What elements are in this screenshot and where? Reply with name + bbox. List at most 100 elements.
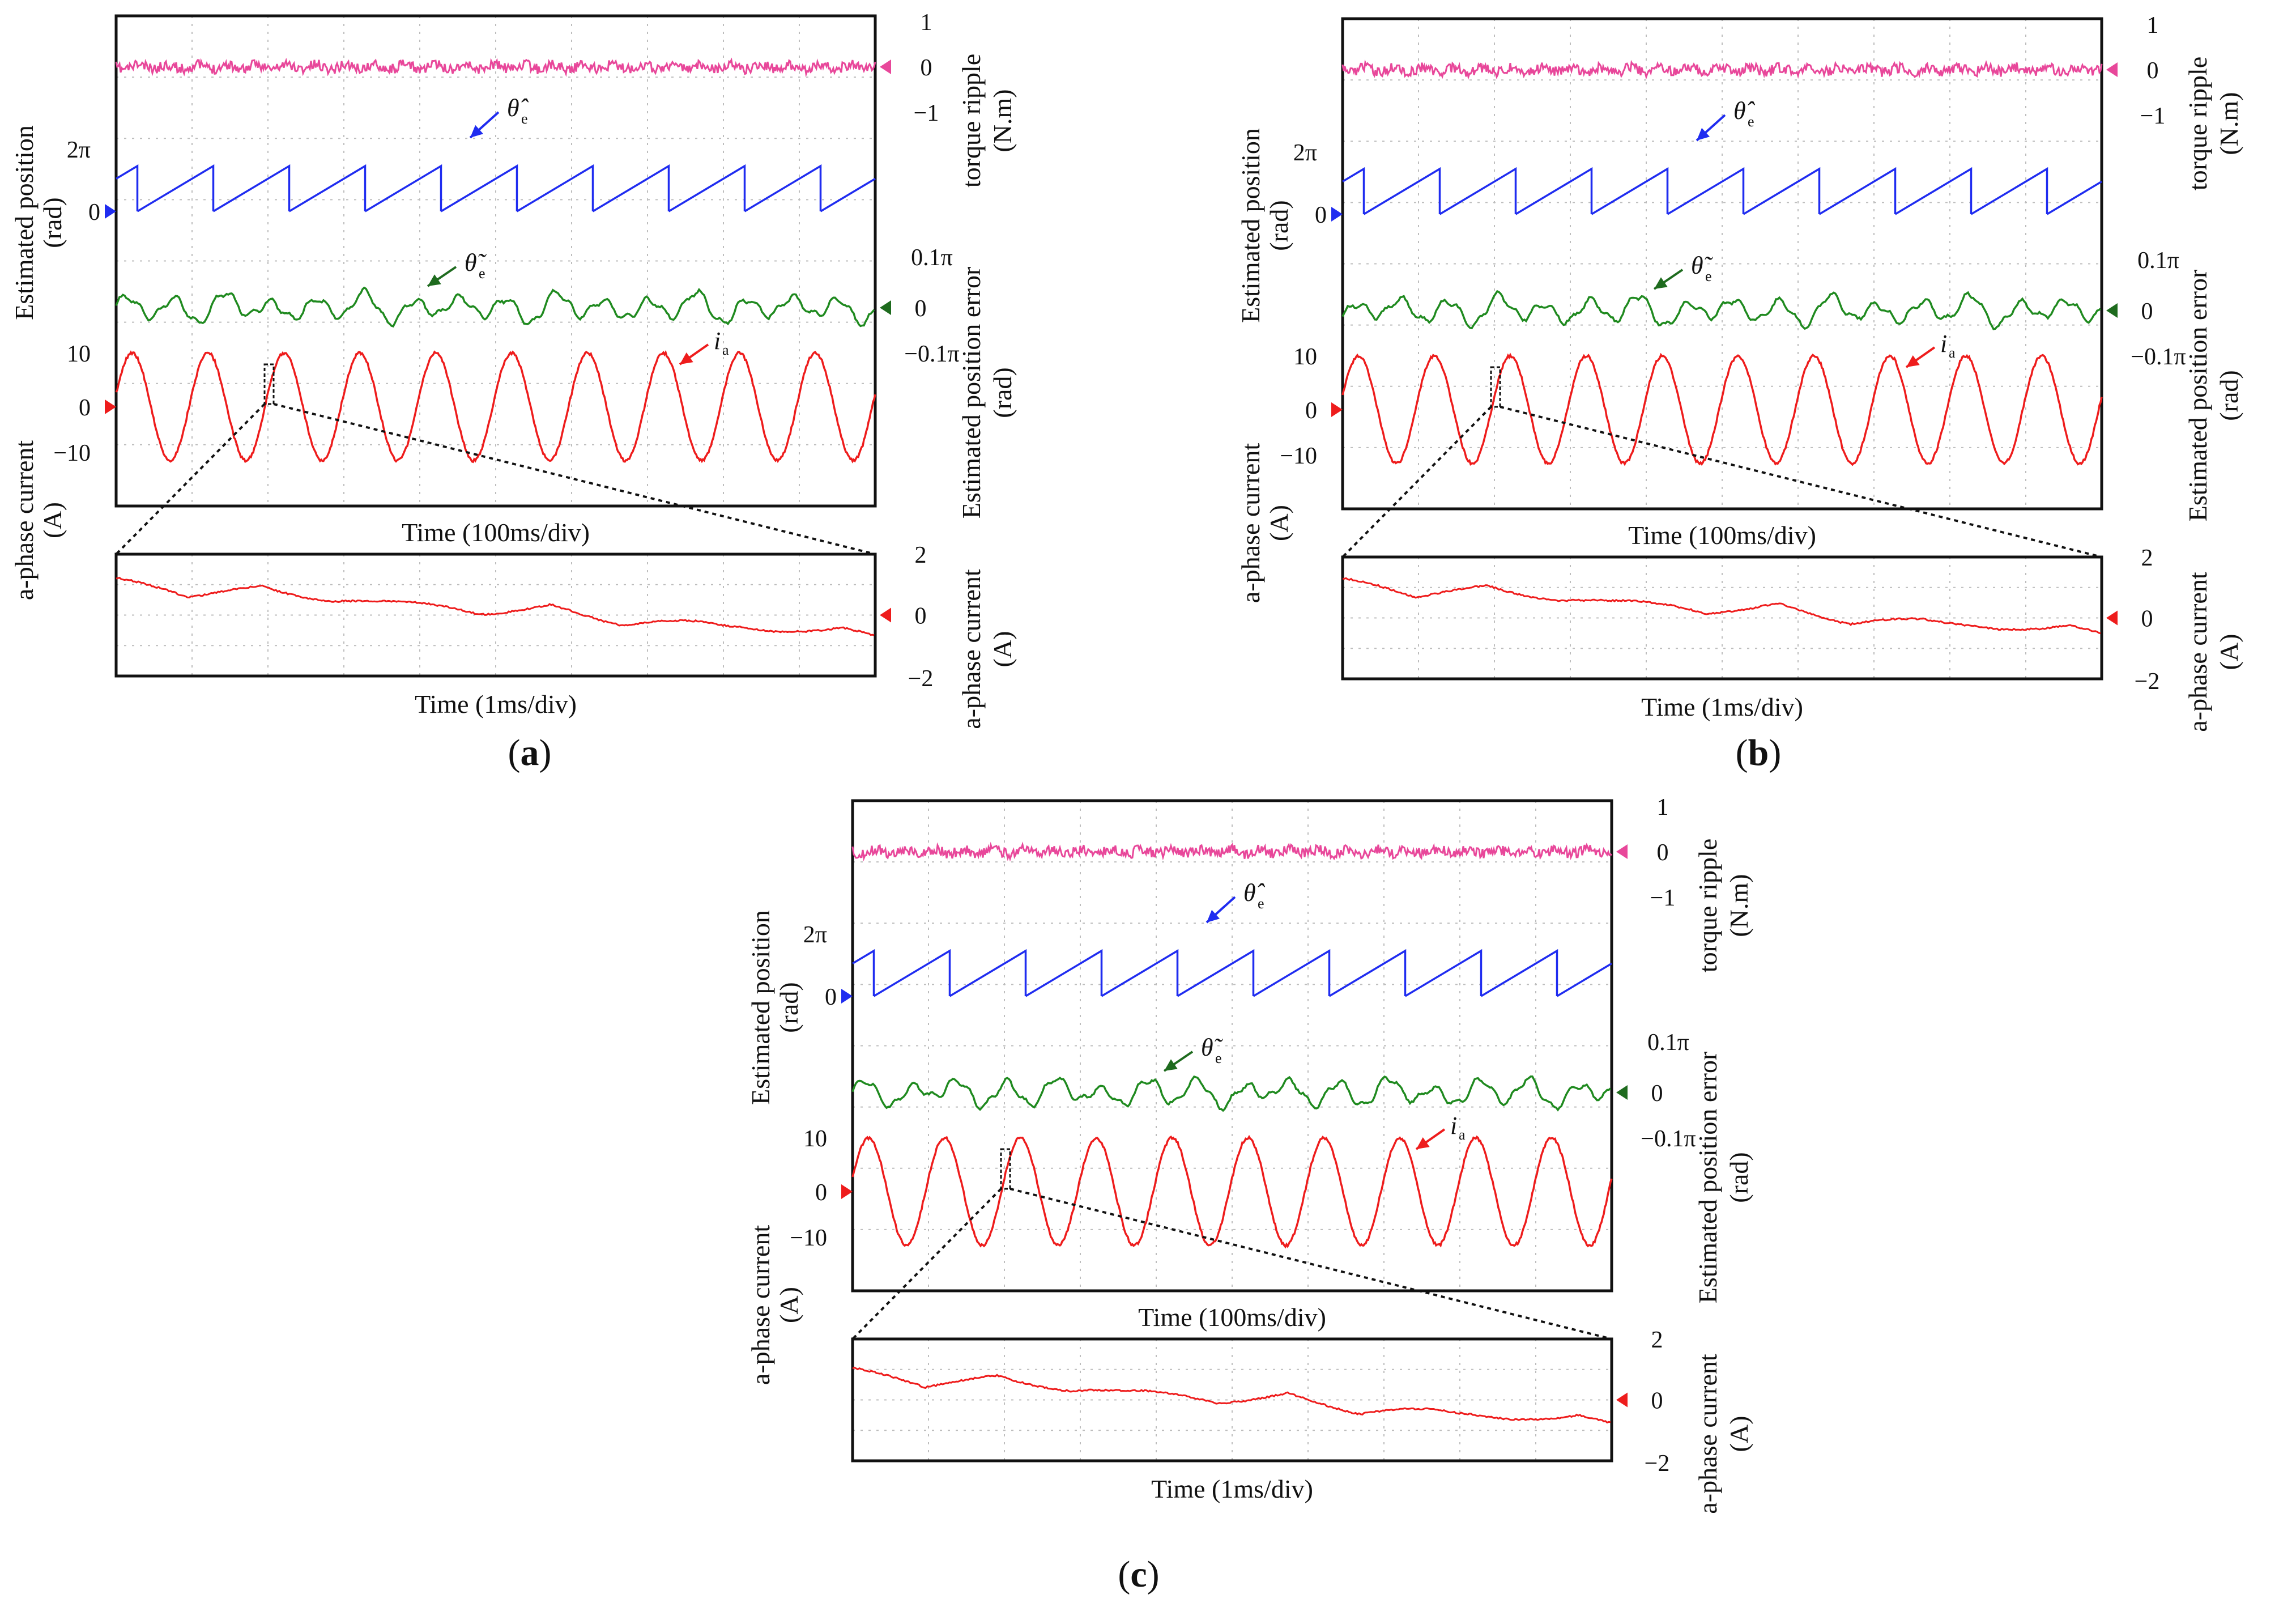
- torque-tick-0: 0: [2147, 58, 2159, 84]
- right-torque-title: torque ripple: [957, 54, 986, 188]
- left-current-title: a-phase current: [1236, 443, 1265, 603]
- main-grid: [116, 16, 875, 506]
- zoom-connector-right: [273, 403, 876, 555]
- left-current-unit: (A): [774, 1287, 803, 1323]
- position-zero-marker: [1331, 207, 1343, 222]
- zoom-connector-left: [851, 1188, 1002, 1340]
- current-tick-10: 10: [803, 1126, 827, 1152]
- position-zero-marker: [105, 204, 116, 219]
- error-zero-marker: [880, 300, 891, 315]
- position-tick-0: 0: [1315, 202, 1327, 228]
- current-tick-10: 10: [1293, 344, 1317, 370]
- current-tick-0: 0: [1305, 398, 1317, 424]
- current-tick-0: 0: [79, 395, 91, 421]
- right-error-title: Estimated position error: [957, 267, 986, 519]
- torque-ripple-trace: [115, 57, 876, 78]
- left-current-title: a-phase current: [10, 440, 39, 600]
- estimated-position-trace: [116, 164, 876, 212]
- ia-label: i: [1940, 330, 1947, 358]
- theta-tilde-arrow-head: [1164, 1059, 1178, 1071]
- theta-tilde-subscript: e: [1215, 1050, 1222, 1066]
- zoom-tick-2: 2: [915, 542, 927, 568]
- position-error-trace: [115, 286, 875, 328]
- left-position-title: Estimated position: [1236, 128, 1265, 323]
- position-tick-0: 0: [88, 199, 100, 226]
- left-current-unit: (A): [1264, 505, 1293, 541]
- panel-label-2: (c): [1118, 1554, 1159, 1595]
- right-torque-unit: (N.m): [1724, 874, 1753, 937]
- zoom-grid: [853, 1339, 1612, 1461]
- zoom-x-label: Time (1ms/div): [415, 690, 577, 719]
- theta-hat-arrow-head: [1697, 127, 1710, 141]
- current-zero-marker: [841, 1184, 853, 1199]
- position-tick-0: 0: [825, 984, 837, 1010]
- current-zero-marker: [105, 399, 116, 414]
- zoom-current-trace: [852, 1366, 1611, 1424]
- left-position-unit: (rad): [1264, 200, 1293, 250]
- zoom-region-box: [1000, 1148, 1011, 1190]
- current-tick-10: 10: [67, 341, 91, 367]
- estimated-position-trace: [1342, 167, 2102, 215]
- left-current-title: a-phase current: [746, 1225, 775, 1385]
- theta-hat-arrow-head: [1207, 909, 1220, 922]
- zoom-grid: [1343, 557, 2102, 679]
- zoom-right-unit: (A): [2214, 634, 2243, 670]
- a-phase-current-trace: [851, 1134, 1613, 1249]
- left-position-title: Estimated position: [10, 125, 39, 320]
- torque-tick-1: 1: [1657, 794, 1669, 820]
- position-error-trace: [851, 1075, 1612, 1112]
- left-position-unit: (rad): [38, 197, 67, 248]
- zoom-connector-left: [1341, 406, 1492, 558]
- position-tick-2pi: 2π: [1293, 140, 1317, 166]
- right-error-unit: (rad): [1724, 1152, 1753, 1202]
- right-error-title: Estimated position error: [1693, 1052, 1722, 1304]
- position-zero-marker: [841, 989, 853, 1004]
- torque-zero-marker: [2106, 62, 2118, 77]
- zoom-connector-left: [115, 403, 266, 555]
- torque-ripple-trace: [1341, 59, 2103, 80]
- zoom-region-box: [1490, 366, 1501, 408]
- left-current-unit: (A): [38, 502, 67, 538]
- ia-subscript: a: [1949, 345, 1956, 361]
- main-x-label: Time (100ms/div): [1628, 521, 1816, 550]
- main-plot-frame: [114, 14, 877, 508]
- main-plot-frame: [1341, 17, 2103, 511]
- panel-label-1: (b): [1736, 732, 1782, 773]
- zoom-current-trace: [1342, 577, 2101, 635]
- right-torque-title: torque ripple: [1693, 839, 1722, 972]
- ia-label: i: [714, 327, 721, 355]
- error-tick-0: 0: [2141, 299, 2153, 325]
- main-grid: [1343, 19, 2102, 509]
- zoom-plot-frame: [114, 552, 877, 678]
- zoom-right-title: a-phase current: [1693, 1354, 1722, 1514]
- right-torque-unit: (N.m): [988, 89, 1017, 152]
- ia-arrow-head: [1906, 355, 1920, 367]
- zoom-plot-frame: [851, 1337, 1613, 1463]
- zoom-tick-2: 2: [2141, 545, 2153, 571]
- right-error-unit: (rad): [988, 367, 1017, 418]
- ia-arrow-head: [1416, 1137, 1430, 1149]
- zoom-right-unit: (A): [988, 631, 1017, 668]
- theta-hat-subscript: e: [1258, 895, 1264, 912]
- main-x-label: Time (100ms/div): [402, 518, 590, 547]
- zoom-region-box: [263, 363, 275, 405]
- right-error-title: Estimated position error: [2183, 270, 2212, 522]
- error-zero-marker: [2106, 303, 2118, 318]
- theta-tilde-subscript: e: [479, 265, 485, 282]
- error-tick-0p1pi: 0.1π: [911, 245, 953, 271]
- current-tick-minus10: −10: [790, 1225, 827, 1251]
- zoom-tick-2: 2: [1651, 1327, 1663, 1353]
- zoom-tick-0: 0: [2141, 606, 2153, 632]
- torque-tick-minus1: −1: [914, 100, 939, 126]
- ia-label: i: [1450, 1112, 1457, 1140]
- current-tick-0: 0: [815, 1180, 827, 1206]
- position-tick-2pi: 2π: [67, 137, 91, 163]
- error-tick-minus0p1pi: −0.1π: [2131, 344, 2186, 370]
- zoom-tick-0: 0: [915, 603, 927, 630]
- theta-tilde-subscript: e: [1705, 268, 1712, 284]
- error-tick-0: 0: [915, 296, 927, 322]
- current-tick-minus10: −10: [53, 440, 91, 466]
